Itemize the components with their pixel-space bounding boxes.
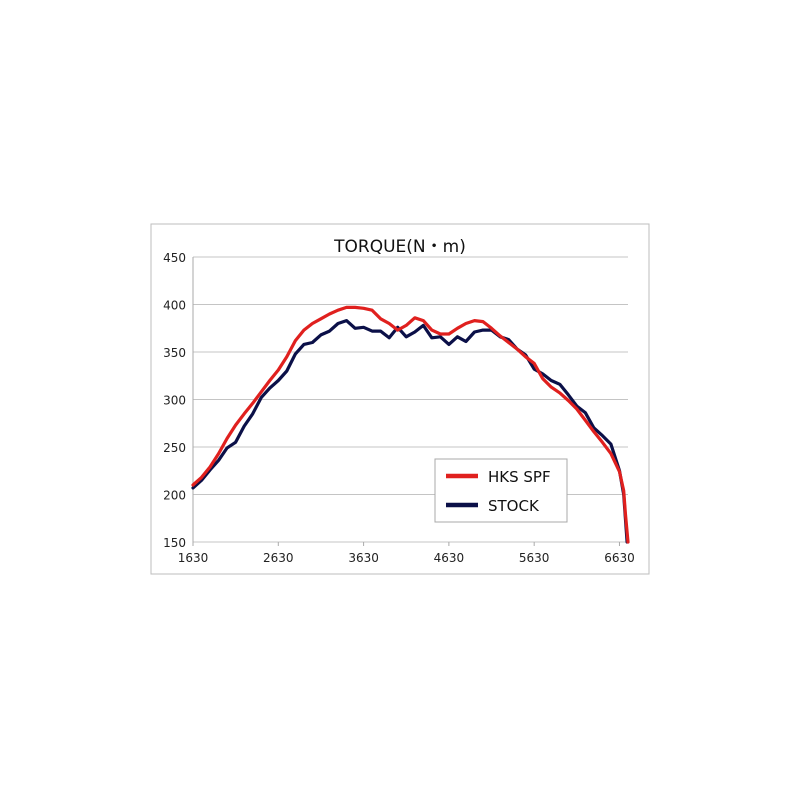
y-tick-label: 250 (163, 441, 186, 455)
y-tick-label: 200 (163, 489, 186, 503)
y-tick-label: 450 (163, 251, 186, 265)
legend-box (434, 458, 568, 523)
y-tick-label: 150 (163, 536, 186, 550)
legend-label-stock: STOCK (488, 497, 540, 515)
series-line-stock (191, 319, 629, 544)
legend-label-hks-spf: HKS SPF (488, 468, 551, 486)
y-tick-label: 350 (163, 346, 186, 360)
y-tick-label: 400 (163, 299, 186, 313)
legend: HKS SPF STOCK (434, 458, 568, 523)
y-tick-label: 300 (163, 394, 186, 408)
x-tick-label: 2630 (263, 551, 294, 565)
x-tick-label: 4630 (434, 551, 465, 565)
series-line-hks-spf (191, 305, 630, 544)
x-tick-label: 3630 (348, 551, 379, 565)
x-tick-label: 5630 (519, 551, 550, 565)
x-tick-label: 6630 (604, 551, 635, 565)
chart-title: TORQUE(N・m) (333, 237, 466, 257)
x-tick-label: 1630 (178, 551, 209, 565)
